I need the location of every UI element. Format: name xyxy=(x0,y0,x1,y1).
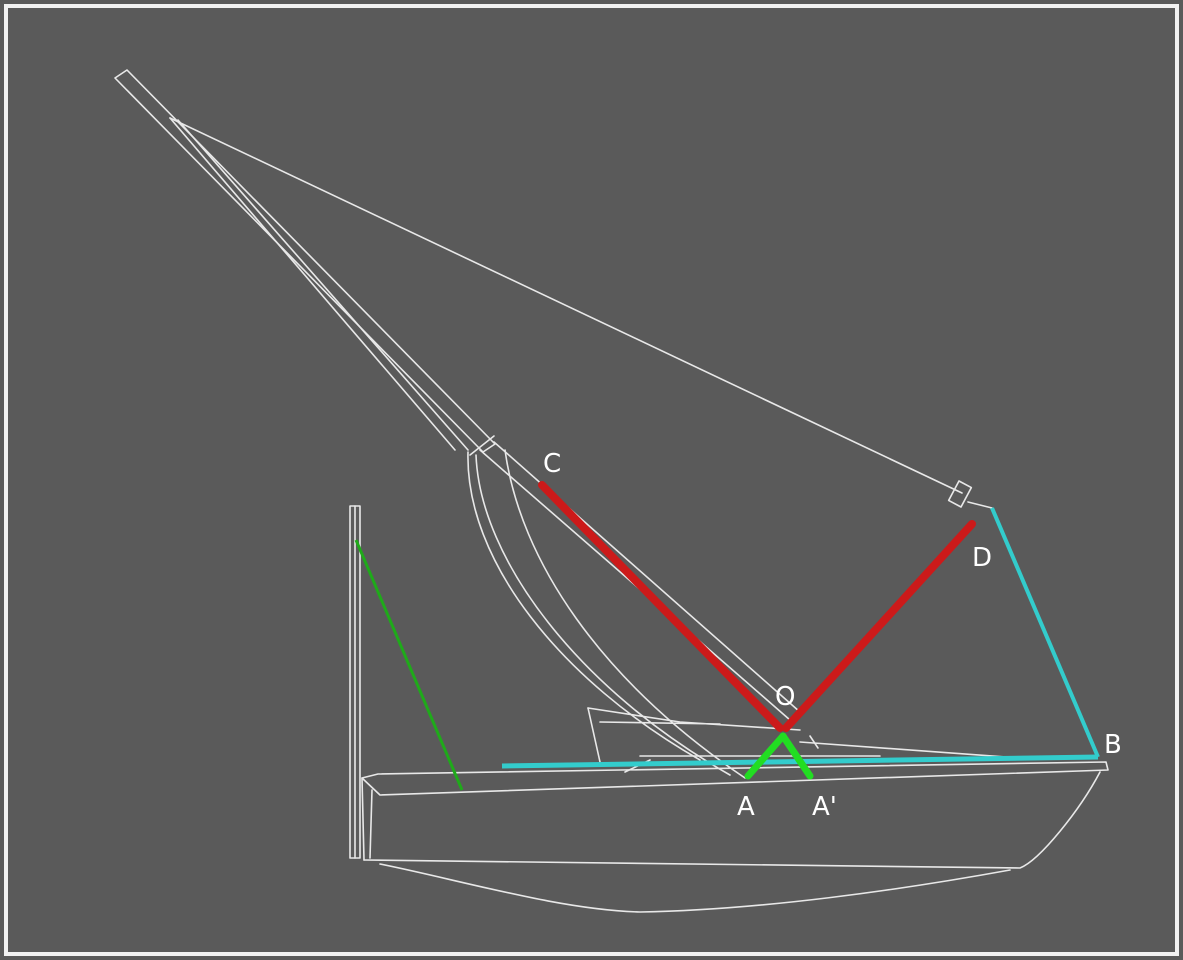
red-member-d-o xyxy=(782,520,976,732)
left-post xyxy=(349,505,361,859)
cyan-member-d-b xyxy=(990,507,1100,758)
label-d: D xyxy=(972,543,992,573)
stay-to-d xyxy=(967,501,993,509)
outer-frame xyxy=(4,4,1179,956)
label-b: B xyxy=(1104,730,1122,760)
sail-outline xyxy=(169,117,746,779)
hull xyxy=(361,761,1109,913)
green-member-o-a xyxy=(744,732,787,780)
label-a-prime: A' xyxy=(812,792,837,822)
green-member-o-a-prime xyxy=(779,732,814,780)
green-strut-left xyxy=(354,539,464,791)
label-c: C xyxy=(543,449,561,479)
label-o: O xyxy=(775,682,795,712)
red-member-c-o xyxy=(538,481,784,732)
forestay-line xyxy=(169,117,963,494)
stay-fitting xyxy=(947,480,973,508)
label-a: A xyxy=(737,792,755,822)
